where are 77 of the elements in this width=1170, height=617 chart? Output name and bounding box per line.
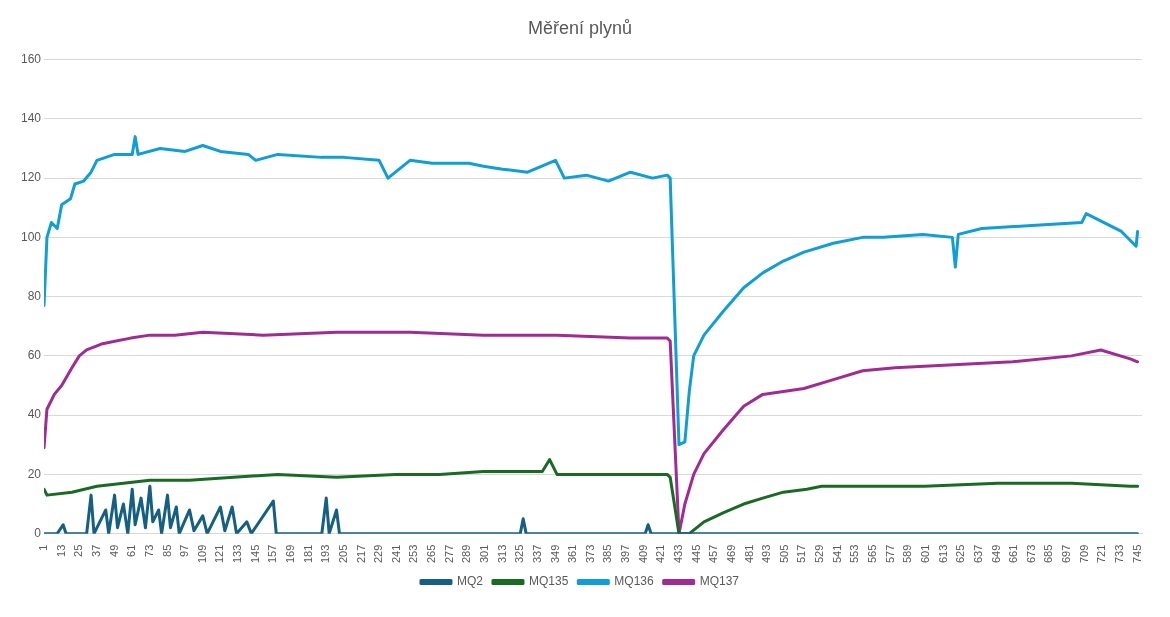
x-tick-label: 373 bbox=[583, 544, 596, 564]
x-tick-label: 229 bbox=[372, 544, 385, 564]
x-tick-label: 745 bbox=[1130, 544, 1143, 564]
x-tick-label: 565 bbox=[866, 544, 879, 564]
x-tick-label: 385 bbox=[601, 544, 614, 564]
x-tick-label: 253 bbox=[407, 544, 420, 564]
x-tick-label: 1 bbox=[37, 544, 50, 551]
y-tick-label: 20 bbox=[27, 466, 42, 481]
x-tick-label: 493 bbox=[760, 544, 773, 564]
x-tick-label: 97 bbox=[178, 544, 191, 557]
x-tick-label: 133 bbox=[231, 544, 244, 564]
y-tick-label: 40 bbox=[27, 407, 42, 422]
x-tick-label: 85 bbox=[160, 544, 173, 557]
x-tick-label: 649 bbox=[989, 544, 1002, 564]
x-tick-label: 157 bbox=[266, 544, 279, 564]
x-tick-label: 421 bbox=[654, 544, 667, 564]
x-tick-label: 205 bbox=[336, 544, 349, 564]
x-tick-label: 289 bbox=[460, 544, 473, 564]
x-tick-label: 361 bbox=[566, 544, 579, 564]
x-tick-label: 325 bbox=[513, 544, 526, 564]
x-tick-label: 433 bbox=[672, 544, 685, 564]
x-tick-label: 241 bbox=[389, 544, 402, 564]
x-tick-label: 49 bbox=[107, 544, 120, 557]
x-tick-label: 673 bbox=[1024, 544, 1037, 564]
x-tick-label: 577 bbox=[883, 544, 896, 564]
x-tick-label: 313 bbox=[495, 544, 508, 564]
x-tick-label: 529 bbox=[813, 544, 826, 564]
chart-title: Měření plynů bbox=[527, 17, 633, 38]
y-tick-label: 140 bbox=[20, 111, 42, 126]
x-tick-label: 337 bbox=[530, 544, 543, 564]
x-tick-label: 445 bbox=[689, 544, 702, 564]
y-tick-label: 80 bbox=[27, 288, 42, 303]
x-tick-label: 169 bbox=[283, 544, 296, 564]
x-tick-label: 625 bbox=[954, 544, 967, 564]
legend-label: MQ2 bbox=[456, 574, 484, 589]
x-tick-label: 661 bbox=[1007, 544, 1020, 564]
x-tick-label: 709 bbox=[1077, 544, 1090, 564]
x-tick-label: 721 bbox=[1095, 544, 1108, 564]
y-tick-label: 60 bbox=[27, 348, 42, 363]
x-tick-label: 553 bbox=[848, 544, 861, 564]
x-tick-label: 37 bbox=[89, 544, 102, 557]
x-tick-label: 193 bbox=[319, 544, 332, 564]
x-tick-label: 517 bbox=[795, 544, 808, 564]
x-tick-label: 349 bbox=[548, 544, 561, 564]
x-tick-label: 733 bbox=[1112, 544, 1125, 564]
x-tick-label: 277 bbox=[442, 544, 455, 564]
x-tick-label: 613 bbox=[936, 544, 949, 564]
y-tick-label: 160 bbox=[20, 51, 42, 66]
y-tick-label: 100 bbox=[20, 229, 42, 244]
x-tick-label: 637 bbox=[971, 544, 984, 564]
x-tick-label: 121 bbox=[213, 544, 226, 564]
x-tick-label: 601 bbox=[918, 544, 931, 564]
y-tick-label: 0 bbox=[34, 525, 42, 540]
x-tick-label: 457 bbox=[707, 544, 720, 564]
x-tick-label: 217 bbox=[354, 544, 367, 564]
y-tick-label: 120 bbox=[20, 170, 42, 185]
x-tick-label: 697 bbox=[1060, 544, 1073, 564]
x-tick-label: 109 bbox=[195, 544, 208, 564]
x-tick-label: 265 bbox=[425, 544, 438, 564]
x-tick-label: 13 bbox=[54, 544, 67, 557]
x-tick-label: 397 bbox=[619, 544, 632, 564]
x-tick-label: 481 bbox=[742, 544, 755, 564]
x-tick-label: 409 bbox=[636, 544, 649, 564]
legend-label: MQ136 bbox=[614, 574, 654, 589]
legend-label: MQ137 bbox=[699, 574, 740, 589]
x-tick-label: 301 bbox=[478, 544, 491, 564]
x-tick-label: 25 bbox=[72, 544, 85, 557]
x-tick-label: 505 bbox=[777, 544, 790, 564]
x-tick-label: 61 bbox=[125, 544, 138, 557]
x-tick-label: 589 bbox=[901, 544, 914, 564]
x-tick-label: 541 bbox=[830, 544, 843, 564]
x-tick-label: 181 bbox=[301, 544, 314, 564]
x-tick-label: 685 bbox=[1042, 544, 1055, 564]
x-tick-label: 145 bbox=[248, 544, 261, 564]
x-tick-label: 73 bbox=[142, 544, 155, 557]
x-tick-label: 469 bbox=[724, 544, 737, 564]
legend-label: MQ135 bbox=[528, 574, 569, 589]
